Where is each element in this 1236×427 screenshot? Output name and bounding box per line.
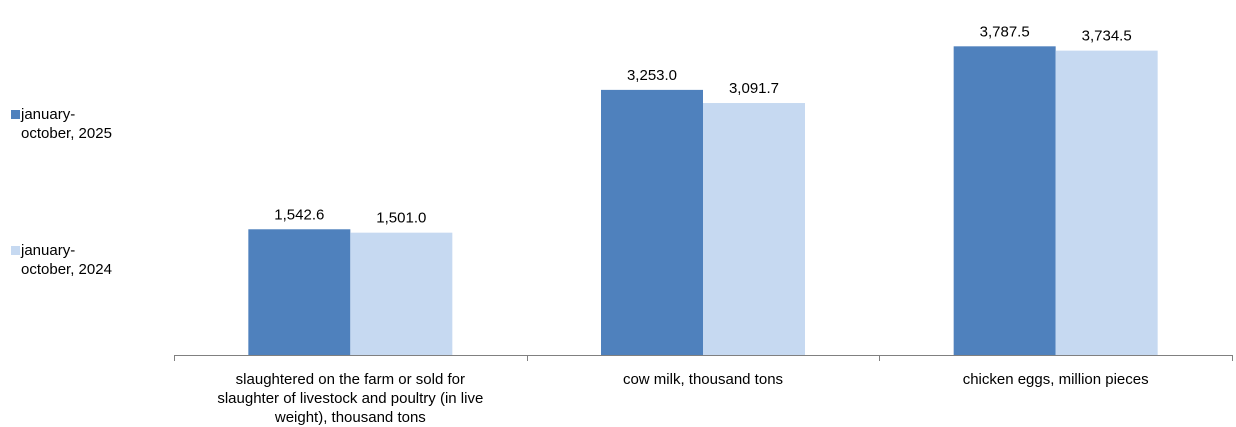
- bar-2024-cat-3: [1056, 51, 1158, 355]
- data-label-2025-cat-1: 1,542.6: [274, 206, 324, 223]
- data-label-2025-cat-3: 3,787.5: [980, 23, 1030, 40]
- bar-2025-cat-3: [954, 46, 1056, 355]
- bar-2025-cat-2: [601, 90, 703, 355]
- bar-2025-cat-1: [248, 229, 350, 355]
- data-label-2025-cat-2: 3,253.0: [627, 67, 677, 84]
- bar-2024-cat-2: [703, 103, 805, 355]
- category-label-3-line-1: chicken eggs, million pieces: [963, 371, 1149, 388]
- data-label-2024-cat-2: 3,091.7: [729, 80, 779, 97]
- category-label-2-line-1: cow milk, thousand tons: [623, 371, 783, 388]
- bar-2024-cat-1: [350, 233, 452, 355]
- data-label-2024-cat-3: 3,734.5: [1082, 28, 1132, 45]
- category-label-1-line-3: weight), thousand tons: [274, 409, 426, 426]
- category-label-1-line-2: slaughter of livestock and poultry (in l…: [217, 390, 483, 407]
- category-label-1-line-1: slaughtered on the farm or sold for: [236, 371, 465, 388]
- data-label-2024-cat-1: 1,501.0: [376, 210, 426, 227]
